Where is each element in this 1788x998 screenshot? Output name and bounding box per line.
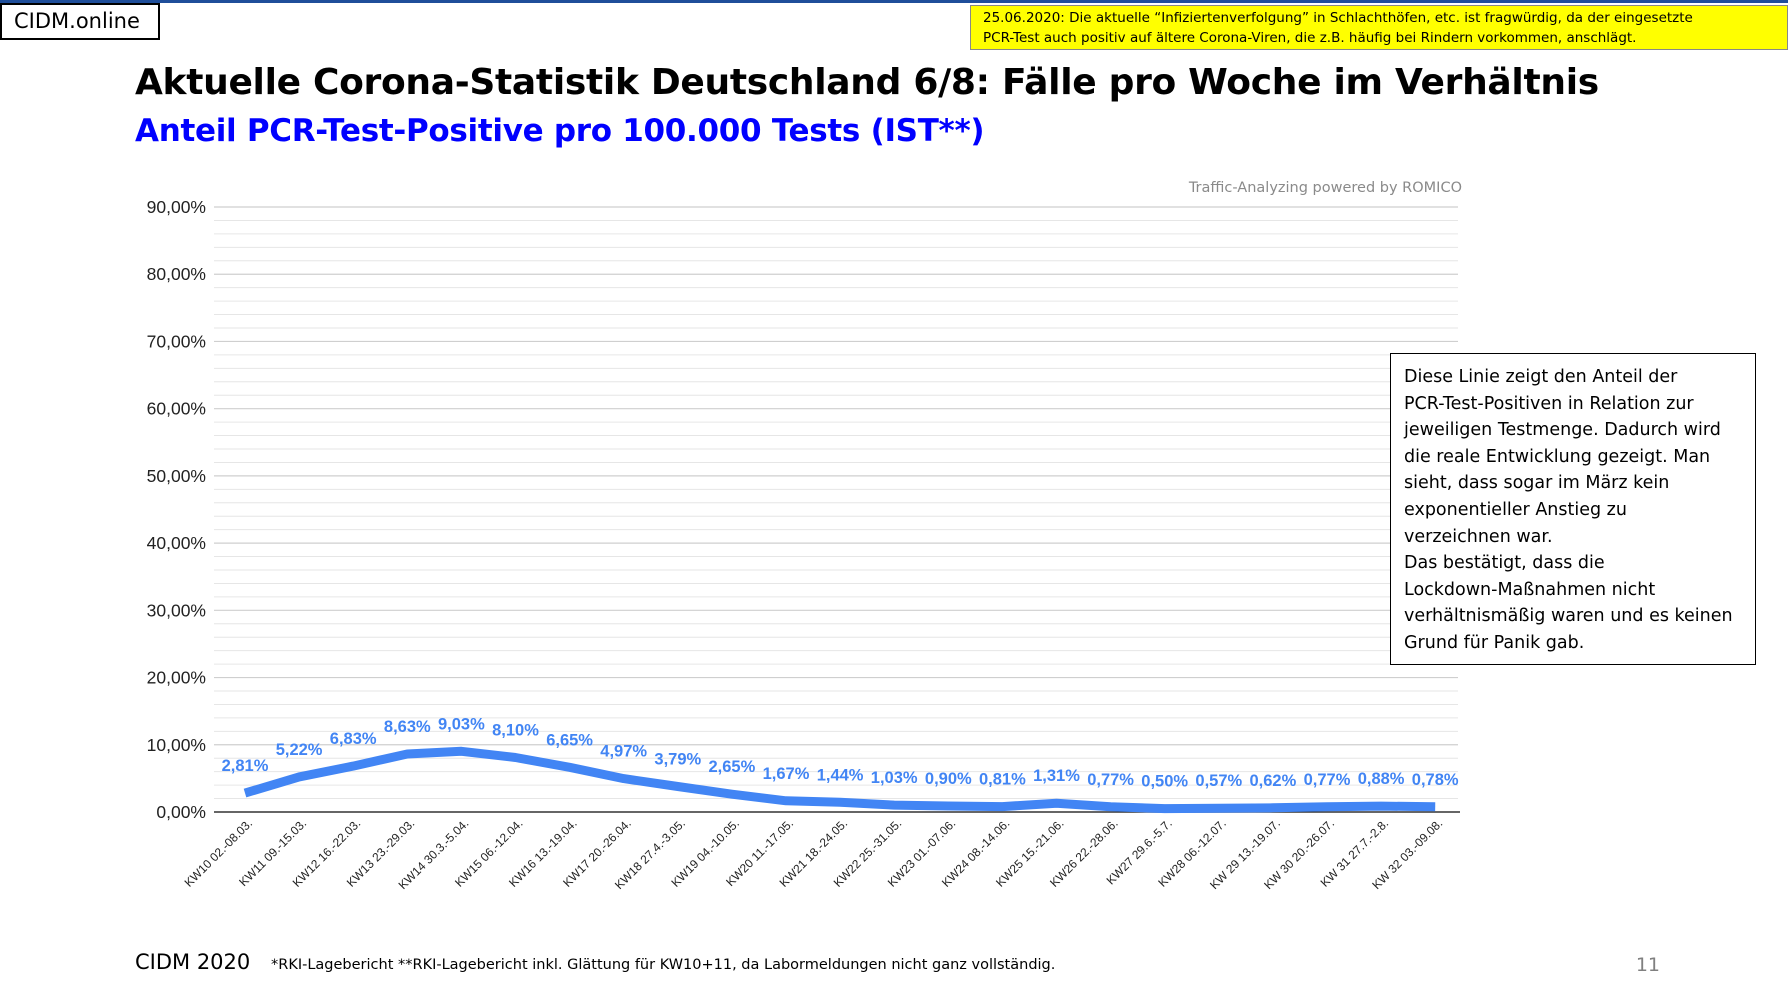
- page-subtitle: Anteil PCR-Test-Positive pro 100.000 Tes…: [135, 113, 985, 149]
- data-label: 4,97%: [600, 743, 647, 761]
- page-title: Aktuelle Corona-Statistik Deutschland 6/…: [135, 62, 1599, 103]
- data-label: 6,83%: [330, 730, 377, 748]
- brand-label: CIDM.online: [0, 3, 160, 40]
- data-label: 9,03%: [438, 715, 485, 733]
- chart-watermark: Traffic-Analyzing powered by ROMICO: [1188, 180, 1462, 196]
- annotation-line: Das bestätigt, dass die: [1404, 553, 1605, 574]
- data-label: 1,67%: [763, 765, 810, 783]
- annotation-line: verhältnismäßig waren und es keinen: [1404, 606, 1733, 627]
- data-label: 0,78%: [1412, 771, 1459, 789]
- y-tick-label: 80,00%: [147, 264, 206, 284]
- data-label: 0,50%: [1141, 773, 1188, 791]
- data-label: 1,44%: [817, 766, 864, 784]
- x-axis-ticks: KW10 02.-08.03.KW11 09.-15.03.KW12 16.-2…: [182, 816, 1446, 892]
- annotation-line: die reale Entwicklung gezeigt. Man: [1404, 446, 1711, 467]
- data-label: 2,81%: [222, 757, 269, 775]
- y-tick-label: 70,00%: [147, 331, 206, 351]
- annotation-line: verzeichnen war.: [1404, 526, 1553, 547]
- data-label: 8,10%: [492, 722, 539, 740]
- data-label: 0,81%: [979, 771, 1026, 789]
- annotation-line: Grund für Panik gab.: [1404, 632, 1585, 653]
- y-tick-label: 40,00%: [147, 533, 206, 553]
- data-label: 3,79%: [654, 751, 701, 769]
- annotation-line: PCR-Test-Positiven in Relation zur: [1404, 393, 1694, 414]
- data-label: 2,65%: [709, 758, 756, 776]
- chart-series: [243, 746, 1436, 814]
- data-label: 1,31%: [1033, 767, 1080, 785]
- y-tick-label: 60,00%: [147, 399, 206, 419]
- annotation-line: Lockdown-Maßnahmen nicht: [1404, 579, 1656, 600]
- data-label: 0,62%: [1250, 772, 1297, 790]
- y-axis-ticks: 0,00% 10,00% 20,00% 30,00% 40,00% 50,00% 60,00…: [147, 197, 206, 822]
- annotation-box: Diese Linie zeigt den Anteil der PCR-Tes…: [1390, 353, 1756, 665]
- data-label: 0,77%: [1087, 771, 1134, 789]
- y-tick-label: 20,00%: [147, 668, 206, 688]
- data-label: 6,65%: [546, 731, 593, 749]
- footer-brand: CIDM 2020: [135, 950, 251, 974]
- annotation-line: sieht, dass sogar im März kein: [1404, 473, 1670, 494]
- notice-banner: 25.06.2020: Die aktuelle “Infiziertenver…: [970, 5, 1788, 50]
- notice-line-1: 25.06.2020: Die aktuelle “Infiziertenver…: [983, 10, 1693, 26]
- data-label: 1,03%: [871, 769, 918, 787]
- data-labels: 2,81% 5,22% 6,83% 8,63% 9,03% 8,10% 6,65% 4,97%…: [222, 715, 1459, 790]
- y-tick-label: 0,00%: [156, 802, 206, 822]
- chart-gridlines: [214, 206, 1458, 800]
- data-label: 0,77%: [1304, 771, 1351, 789]
- data-label: 0,88%: [1358, 770, 1405, 788]
- annotation-line: exponentieller Anstieg zu: [1404, 499, 1627, 520]
- data-label: 8,63%: [384, 718, 431, 736]
- y-tick-label: 10,00%: [147, 735, 206, 755]
- annotation-line: Diese Linie zeigt den Anteil der: [1404, 367, 1678, 387]
- y-tick-label: 90,00%: [147, 197, 206, 217]
- data-label: 5,22%: [276, 741, 323, 759]
- data-label: 0,90%: [925, 770, 972, 788]
- notice-line-2: PCR-Test auch positiv auf ältere Corona-…: [983, 30, 1637, 46]
- page-number: 11: [1635, 954, 1660, 976]
- y-tick-label: 50,00%: [147, 466, 206, 486]
- top-accent-line: [0, 0, 1788, 3]
- data-label: 0,57%: [1195, 772, 1242, 790]
- footer-source-note: *RKI-Lagebericht **RKI-Lagebericht inkl.…: [271, 957, 1056, 973]
- y-tick-label: 30,00%: [147, 600, 206, 620]
- annotation-line: jeweiligen Testmenge. Dadurch wird: [1404, 420, 1721, 441]
